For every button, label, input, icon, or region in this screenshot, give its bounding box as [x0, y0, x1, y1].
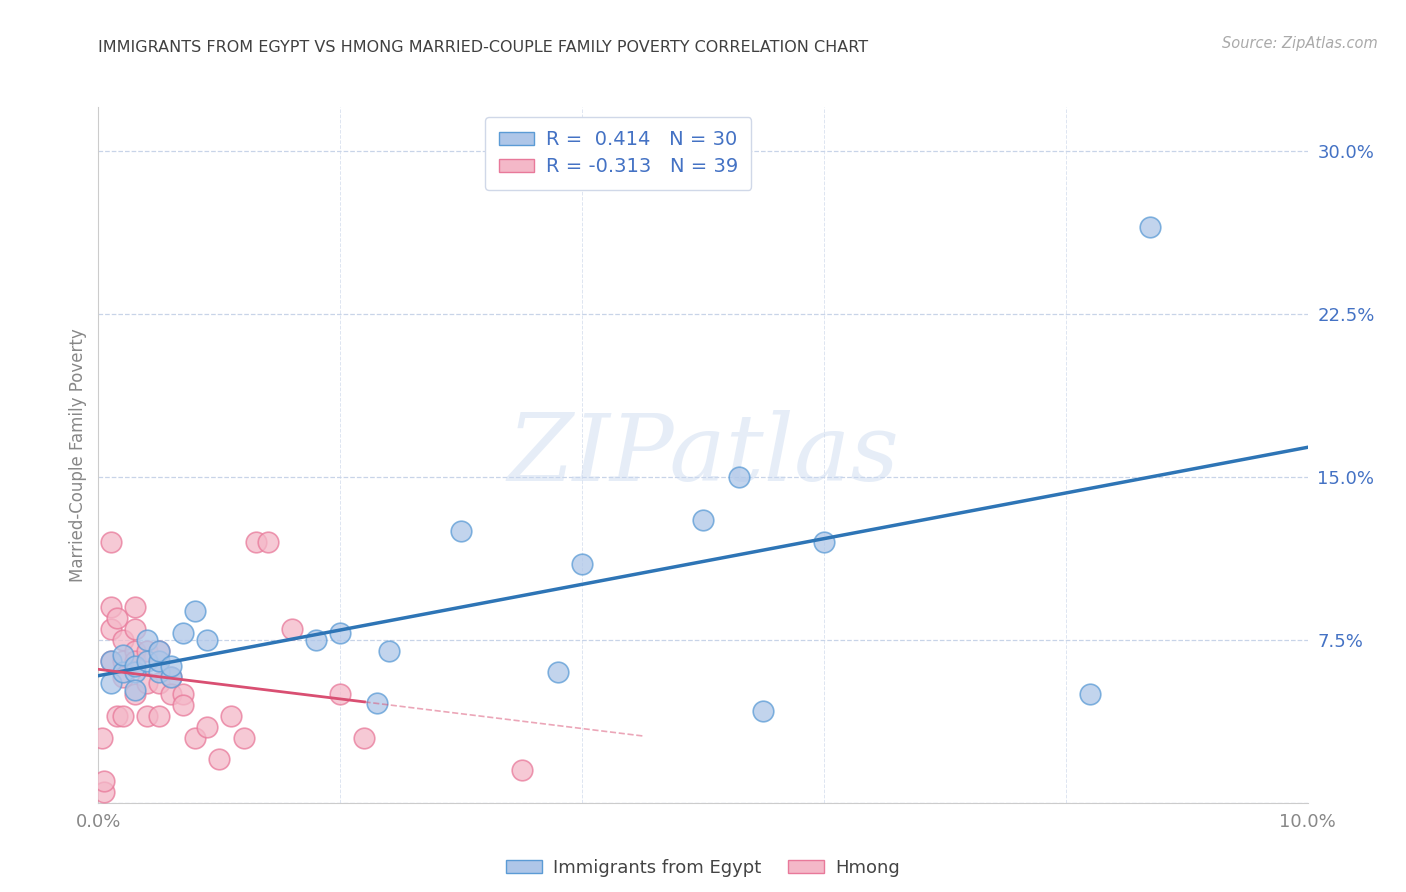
Point	[208, 752, 231, 766]
Point	[256, 534, 278, 549]
Point	[135, 655, 157, 669]
Point	[245, 534, 267, 549]
Point	[184, 731, 207, 745]
Point	[329, 687, 352, 701]
Point	[124, 600, 146, 615]
Point	[124, 643, 146, 657]
Y-axis label: Married-Couple Family Poverty: Married-Couple Family Poverty	[69, 328, 87, 582]
Point	[148, 665, 170, 680]
Point	[195, 632, 218, 647]
Point	[100, 622, 122, 636]
Point	[148, 676, 170, 690]
Point	[160, 687, 183, 701]
Point	[813, 534, 835, 549]
Point	[100, 655, 122, 669]
Point	[510, 763, 533, 777]
Point	[728, 469, 751, 483]
Point	[172, 626, 194, 640]
Point	[547, 665, 569, 680]
Point	[195, 720, 218, 734]
Point	[353, 731, 375, 745]
Point	[111, 670, 134, 684]
Point	[100, 655, 122, 669]
Point	[377, 643, 399, 657]
Point	[160, 658, 183, 673]
Point	[1078, 687, 1101, 701]
Point	[329, 626, 352, 640]
Point	[1139, 219, 1161, 234]
Point	[148, 655, 170, 669]
Point	[111, 665, 134, 680]
Point	[305, 632, 328, 647]
Point	[172, 687, 194, 701]
Point	[105, 611, 128, 625]
Point	[124, 655, 146, 669]
Text: Source: ZipAtlas.com: Source: ZipAtlas.com	[1222, 36, 1378, 51]
Point	[148, 643, 170, 657]
Point	[135, 708, 157, 723]
Point	[148, 708, 170, 723]
Point	[135, 643, 157, 657]
Point	[692, 513, 714, 527]
Point	[232, 731, 254, 745]
Point	[124, 682, 146, 697]
Point	[105, 708, 128, 723]
Text: IMMIGRANTS FROM EGYPT VS HMONG MARRIED-COUPLE FAMILY POVERTY CORRELATION CHART: IMMIGRANTS FROM EGYPT VS HMONG MARRIED-C…	[98, 40, 869, 55]
Point	[93, 774, 115, 789]
Point	[111, 655, 134, 669]
Point	[160, 670, 183, 684]
Point	[172, 698, 194, 712]
Point	[135, 632, 157, 647]
Point	[91, 731, 114, 745]
Point	[221, 708, 243, 723]
Point	[124, 658, 146, 673]
Point	[752, 705, 775, 719]
Point	[571, 557, 593, 571]
Point	[148, 643, 170, 657]
Point	[100, 534, 122, 549]
Point	[100, 676, 122, 690]
Legend: Immigrants from Egypt, Hmong: Immigrants from Egypt, Hmong	[499, 852, 907, 884]
Point	[184, 605, 207, 619]
Point	[111, 632, 134, 647]
Point	[124, 665, 146, 680]
Point	[124, 687, 146, 701]
Point	[111, 648, 134, 662]
Point	[366, 696, 388, 710]
Point	[124, 622, 146, 636]
Point	[281, 622, 304, 636]
Point	[100, 600, 122, 615]
Point	[135, 676, 157, 690]
Point	[93, 785, 115, 799]
Point	[160, 670, 183, 684]
Point	[111, 708, 134, 723]
Text: ZIPatlas: ZIPatlas	[508, 410, 898, 500]
Point	[450, 524, 472, 538]
